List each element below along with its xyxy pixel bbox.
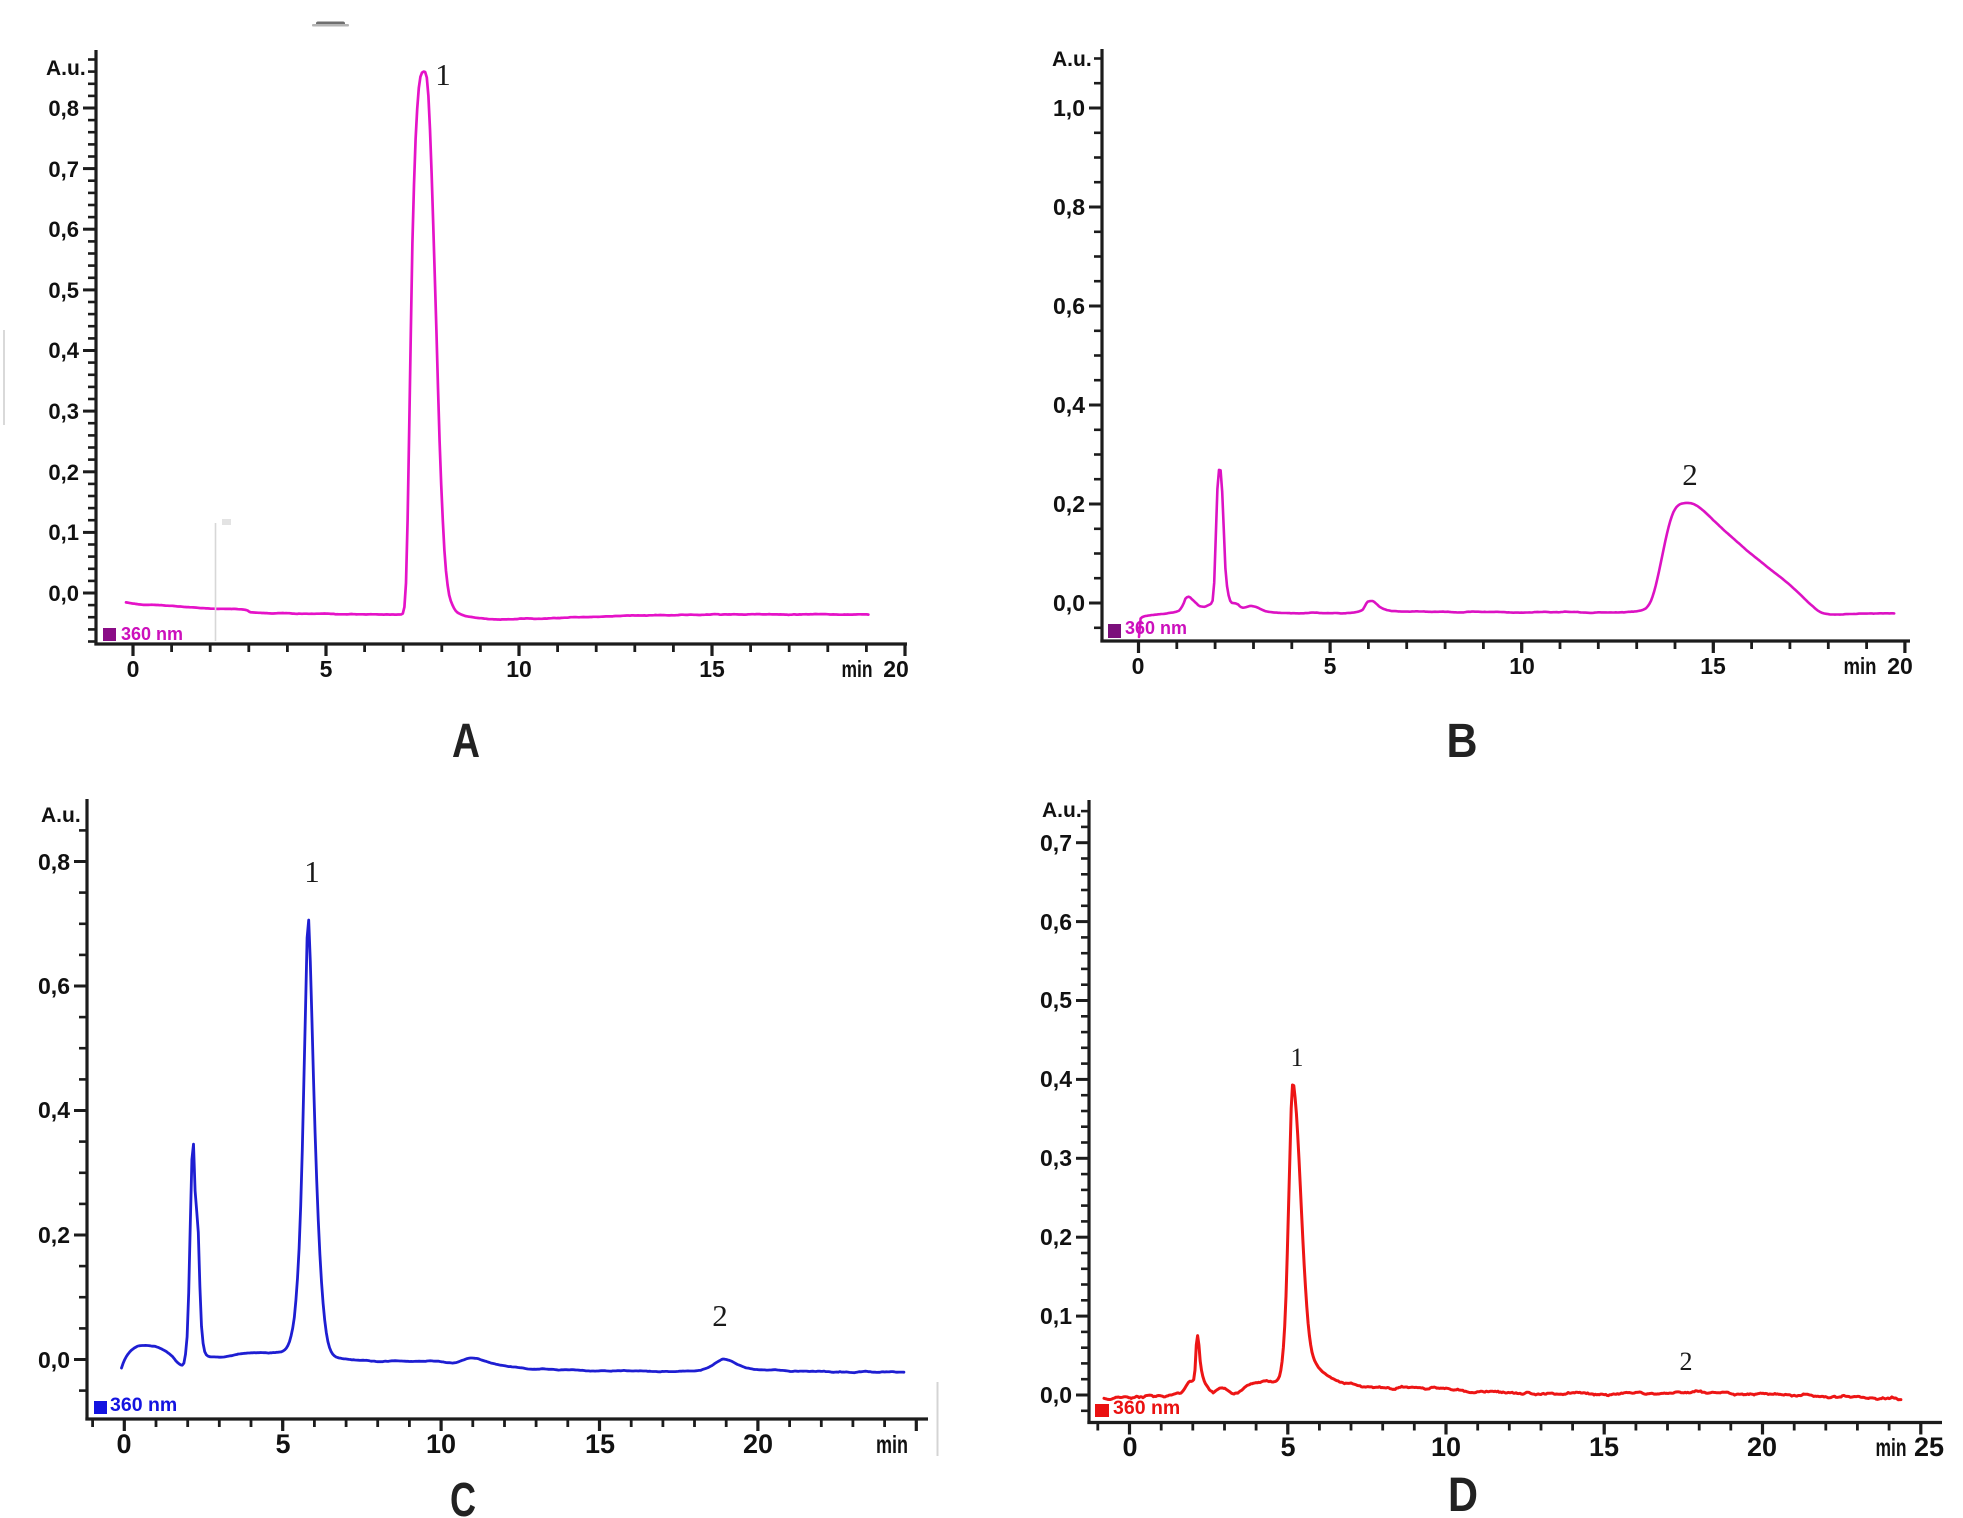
svg-text:360 nm: 360 nm <box>1113 1397 1180 1419</box>
svg-text:0,4: 0,4 <box>1040 1066 1072 1092</box>
svg-text:D: D <box>1448 1469 1478 1518</box>
svg-text:A.u.: A.u. <box>1052 48 1092 71</box>
svg-text:B: B <box>1447 715 1478 768</box>
svg-text:0,6: 0,6 <box>48 217 79 242</box>
svg-text:0,2: 0,2 <box>1053 491 1085 517</box>
svg-text:0,6: 0,6 <box>1053 293 1085 319</box>
svg-text:15: 15 <box>585 1429 615 1459</box>
svg-text:5: 5 <box>320 656 333 682</box>
svg-text:0,1: 0,1 <box>1040 1303 1072 1329</box>
svg-text:0,6: 0,6 <box>1040 909 1072 935</box>
svg-text:0,5: 0,5 <box>48 278 79 303</box>
svg-text:2: 2 <box>1682 457 1698 492</box>
svg-text:0,2: 0,2 <box>48 460 79 485</box>
svg-text:0,3: 0,3 <box>1040 1145 1072 1171</box>
svg-text:10: 10 <box>1431 1432 1461 1462</box>
svg-text:0,5: 0,5 <box>1040 987 1072 1013</box>
svg-text:0,0: 0,0 <box>1053 590 1085 616</box>
svg-text:10: 10 <box>426 1429 456 1459</box>
svg-text:min: min <box>876 1431 908 1459</box>
svg-text:360 nm: 360 nm <box>1125 618 1187 638</box>
svg-text:C: C <box>450 1474 476 1518</box>
svg-text:5: 5 <box>1280 1432 1295 1462</box>
svg-text:0: 0 <box>1132 653 1145 679</box>
svg-text:0: 0 <box>116 1429 131 1459</box>
svg-text:0,4: 0,4 <box>1053 392 1085 418</box>
svg-text:0,2: 0,2 <box>38 1222 70 1248</box>
svg-text:20: 20 <box>883 656 909 682</box>
svg-text:0,2: 0,2 <box>1040 1224 1072 1250</box>
svg-text:5: 5 <box>275 1429 290 1459</box>
svg-text:0,0: 0,0 <box>38 1347 70 1373</box>
svg-text:1: 1 <box>435 57 451 92</box>
svg-text:0,7: 0,7 <box>1040 830 1072 856</box>
svg-text:0,8: 0,8 <box>1053 194 1085 220</box>
svg-text:1: 1 <box>1291 1043 1304 1072</box>
svg-text:0,7: 0,7 <box>48 157 79 182</box>
svg-text:20: 20 <box>1887 653 1913 679</box>
svg-text:5: 5 <box>1324 653 1337 679</box>
svg-text:10: 10 <box>506 656 532 682</box>
svg-text:0,8: 0,8 <box>38 849 70 875</box>
svg-text:20: 20 <box>743 1429 773 1459</box>
svg-text:A: A <box>452 715 480 768</box>
svg-text:0,3: 0,3 <box>48 399 79 424</box>
svg-text:2: 2 <box>1680 1347 1693 1376</box>
svg-text:0,4: 0,4 <box>38 1097 70 1123</box>
svg-text:0,1: 0,1 <box>48 520 79 545</box>
svg-text:1,0: 1,0 <box>1053 95 1085 121</box>
svg-text:20: 20 <box>1747 1432 1777 1462</box>
svg-text:0,0: 0,0 <box>1040 1382 1072 1408</box>
svg-text:25: 25 <box>1914 1432 1944 1462</box>
svg-text:1: 1 <box>304 854 320 889</box>
svg-text:2: 2 <box>712 1298 728 1333</box>
svg-text:A.u.: A.u. <box>1042 799 1082 822</box>
svg-text:min: min <box>1876 1434 1907 1462</box>
svg-text:360 nm: 360 nm <box>121 624 183 644</box>
svg-text:15: 15 <box>1589 1432 1619 1462</box>
svg-text:15: 15 <box>699 656 725 682</box>
svg-text:0: 0 <box>1122 1432 1137 1462</box>
svg-text:0,4: 0,4 <box>48 338 79 363</box>
svg-text:0: 0 <box>127 656 140 682</box>
svg-text:0,8: 0,8 <box>48 96 79 121</box>
svg-text:A.u.: A.u. <box>41 804 81 827</box>
svg-text:0,6: 0,6 <box>38 973 70 999</box>
svg-text:15: 15 <box>1700 653 1726 679</box>
svg-text:min: min <box>842 656 873 682</box>
svg-text:A.u.: A.u. <box>46 57 86 80</box>
svg-text:360 nm: 360 nm <box>110 1394 177 1416</box>
svg-text:10: 10 <box>1509 653 1535 679</box>
svg-text:0,0: 0,0 <box>48 581 79 606</box>
svg-text:min: min <box>1844 653 1877 679</box>
